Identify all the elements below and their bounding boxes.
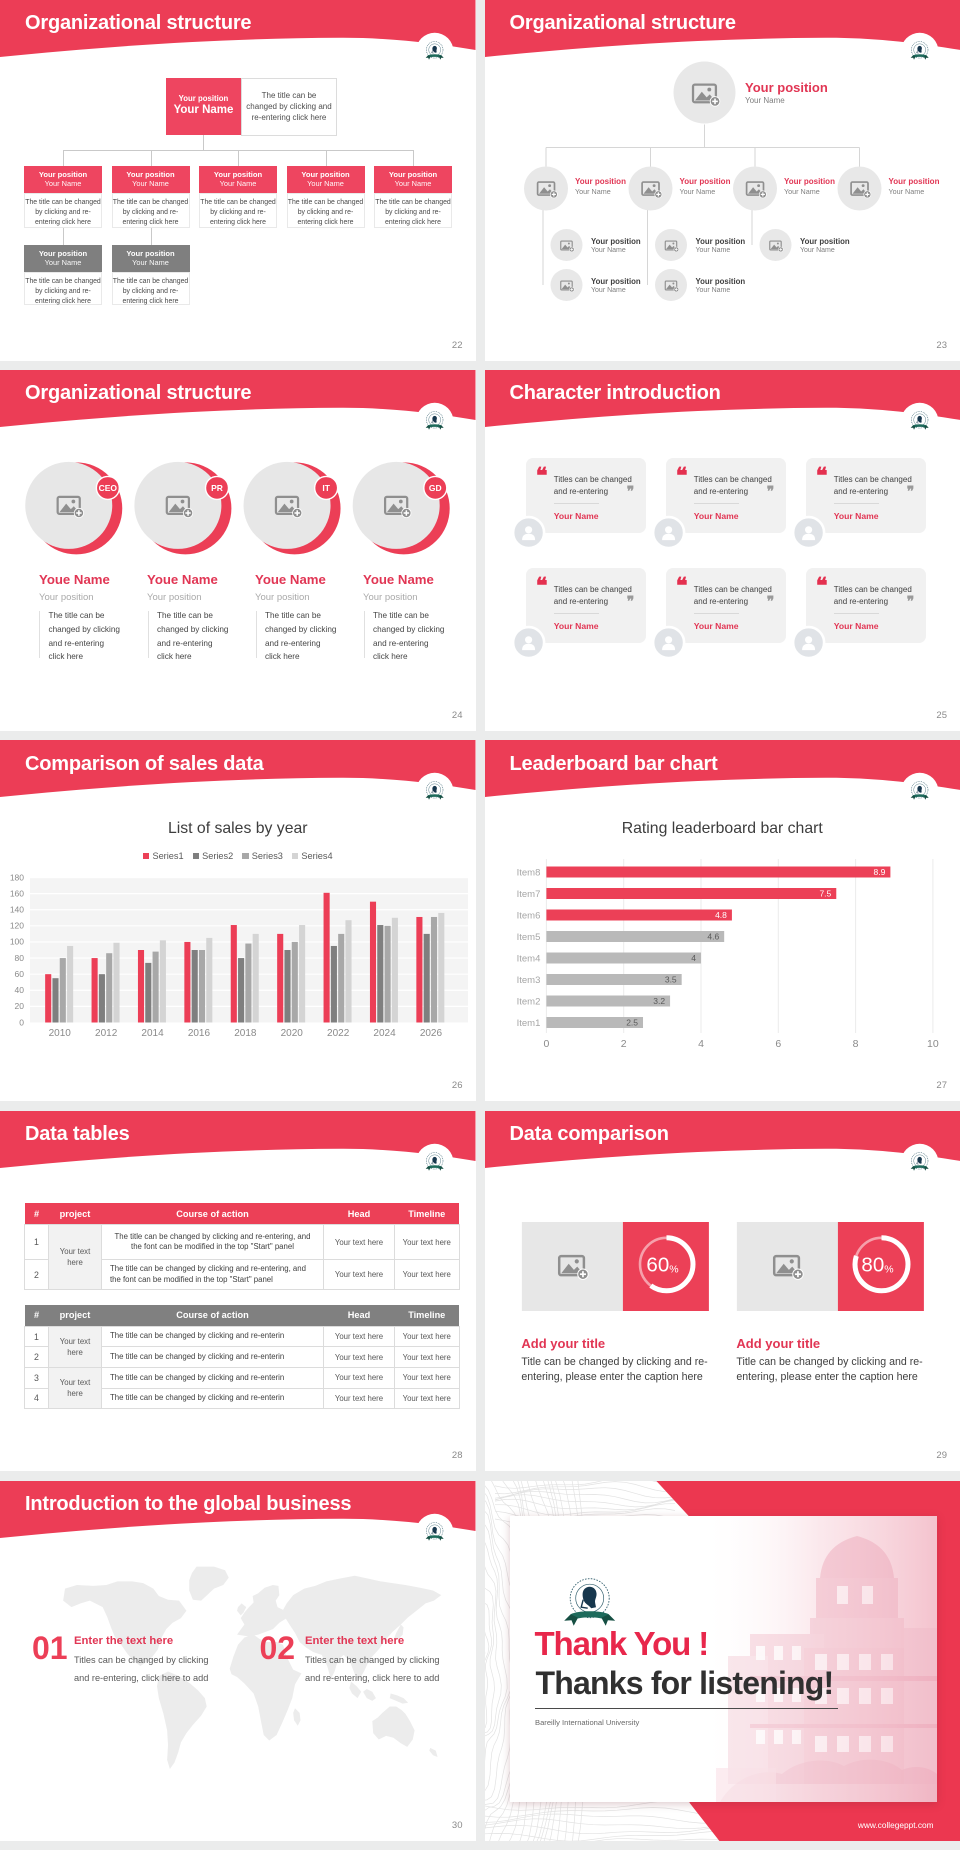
svg-text:140: 140 [10, 905, 24, 915]
svg-text:4.6: 4.6 [707, 932, 719, 942]
svg-text:3.5: 3.5 [664, 975, 676, 985]
svg-text:0: 0 [543, 1038, 549, 1050]
svg-text:2016: 2016 [188, 1028, 211, 1039]
svg-text:2018: 2018 [234, 1028, 257, 1039]
svg-text:Item7: Item7 [516, 889, 540, 900]
svg-text:100: 100 [10, 937, 24, 947]
svg-text:Item8: Item8 [516, 868, 540, 879]
svg-text:10: 10 [927, 1038, 939, 1050]
svg-text:6: 6 [775, 1038, 781, 1050]
svg-text:IT: IT [322, 483, 330, 493]
svg-text:Item6: Item6 [516, 911, 540, 922]
svg-text:160: 160 [10, 889, 24, 899]
svg-text:Item4: Item4 [516, 954, 540, 965]
svg-text:CEO: CEO [99, 483, 118, 493]
svg-text:2012: 2012 [95, 1028, 118, 1039]
svg-text:4: 4 [698, 1038, 704, 1050]
svg-text:Item1: Item1 [516, 1018, 540, 1029]
svg-text:8.9: 8.9 [873, 868, 885, 878]
svg-text:4.8: 4.8 [715, 911, 727, 921]
svg-text:2024: 2024 [373, 1028, 396, 1039]
svg-text:2014: 2014 [141, 1028, 164, 1039]
svg-text:Item3: Item3 [516, 975, 540, 986]
svg-text:60: 60 [15, 969, 25, 979]
svg-text:180: 180 [10, 873, 24, 883]
svg-text:2022: 2022 [327, 1028, 350, 1039]
svg-text:3.2: 3.2 [653, 997, 665, 1007]
svg-text:PR: PR [211, 483, 223, 493]
svg-text:Item5: Item5 [516, 932, 540, 943]
svg-text:7.5: 7.5 [819, 889, 831, 899]
svg-text:2020: 2020 [281, 1028, 304, 1039]
svg-text:0: 0 [19, 1018, 24, 1028]
svg-text:2.5: 2.5 [626, 1018, 638, 1028]
svg-text:2: 2 [620, 1038, 626, 1050]
svg-text:2026: 2026 [420, 1028, 443, 1039]
svg-text:40: 40 [15, 985, 25, 995]
svg-text:20: 20 [15, 1002, 25, 1012]
svg-text:8: 8 [852, 1038, 858, 1050]
svg-text:80: 80 [15, 953, 25, 963]
svg-text:2010: 2010 [49, 1028, 72, 1039]
svg-text:4: 4 [691, 954, 696, 964]
svg-text:120: 120 [10, 921, 24, 931]
svg-text:GD: GD [429, 483, 442, 493]
svg-text:Item2: Item2 [516, 997, 540, 1008]
